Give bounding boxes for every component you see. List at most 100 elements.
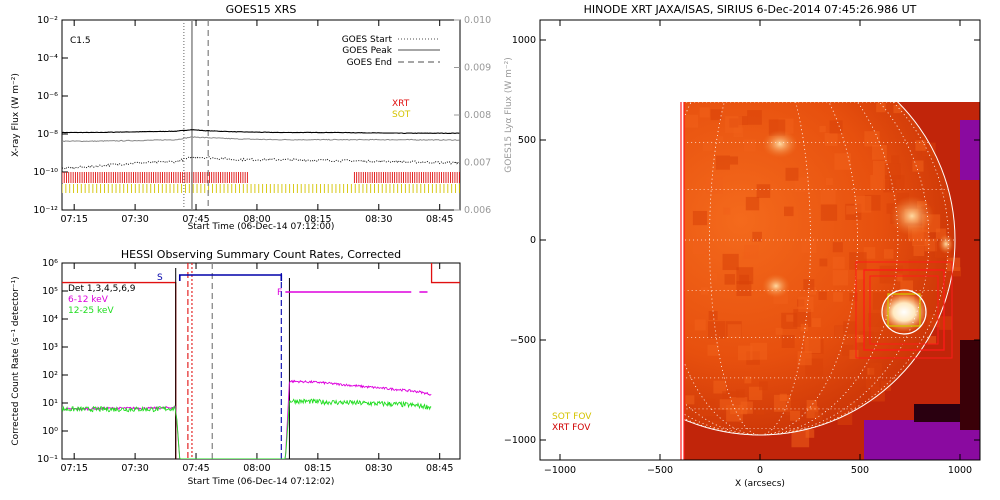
xrt-texture-block — [935, 228, 947, 239]
goes-ytick-label: 10⁻⁴ — [37, 53, 58, 64]
goes-ytick-label: 10⁻⁸ — [37, 129, 58, 140]
xrt-texture-block — [924, 255, 931, 263]
xrt-longitude-line — [684, 102, 930, 436]
hessi-flag-s: S — [157, 273, 163, 283]
hessi-panel: HESSI Observing Summary Count Rates, Cor… — [11, 248, 461, 487]
goes-curves — [62, 129, 460, 170]
xrt-texture-block — [692, 210, 708, 226]
hessi-ytick-label: 10⁰ — [42, 426, 58, 437]
xrt-texture-block — [872, 144, 887, 160]
goes-ytick-right-label: 0.008 — [464, 110, 491, 121]
xrt-texture-block — [737, 345, 753, 361]
xrt-dark-patch — [914, 404, 980, 422]
legend-goes-peak: GOES Peak — [342, 46, 392, 56]
xrt-texture-block — [743, 139, 756, 152]
xrt-texture-block — [824, 132, 838, 146]
xrt-texture-block — [730, 397, 748, 415]
xrt-texture-block — [927, 336, 937, 345]
xrt-texture-block — [699, 107, 710, 118]
xrt-texture-block — [708, 311, 718, 321]
xrt-texture-block — [814, 412, 823, 420]
xrt-texture-block — [791, 429, 810, 448]
xrt-texture-block — [685, 114, 699, 128]
xrt-texture-block — [707, 321, 726, 339]
xrt-texture-block — [707, 344, 719, 356]
hessi-title: HESSI Observing Summary Count Rates, Cor… — [121, 248, 401, 261]
hessi-curves — [62, 263, 460, 459]
goes-panel: GOES15 XRS 07:15 07:30 07:45 08:00 08:15 08:3… — [11, 3, 514, 232]
goes-ytick-label: 10⁻¹² — [33, 205, 58, 216]
xrt-texture-block — [869, 362, 882, 376]
xrt-texture-block — [781, 335, 795, 348]
hessi-ytick-label: 10² — [42, 370, 58, 381]
xrt-bright-region-limb — [938, 234, 954, 254]
xrt-texture-block — [784, 206, 794, 217]
xrt-texture-block — [819, 125, 826, 133]
goes-sot-label: SOT — [392, 110, 411, 120]
hessi-xtick-label: 08:15 — [304, 463, 331, 474]
xrt-texture-block — [854, 195, 872, 213]
xrt-xtick-label: −500 — [647, 465, 673, 476]
goes-ytick-right-label: 0.009 — [464, 63, 491, 74]
xrt-texture-block — [739, 274, 750, 285]
hessi-xtick-label: 07:15 — [60, 463, 87, 474]
xrt-xtick-label: 500 — [851, 465, 869, 476]
xrt-texture-block — [913, 245, 925, 256]
xrt-ytick-label: −500 — [510, 335, 536, 346]
xrt-texture-block — [722, 253, 739, 271]
xrt-texture-block — [832, 242, 843, 253]
xrt-texture-block — [750, 342, 768, 360]
xrt-texture-block — [745, 196, 760, 211]
xrt-xrt-fov-label: XRT FOV — [552, 423, 591, 433]
xrt-texture-block — [785, 167, 799, 181]
xrt-texture-block — [798, 296, 814, 313]
hessi-xtick-label: 08:45 — [426, 463, 453, 474]
xrt-texture-block — [848, 401, 856, 410]
xrt-texture-block — [738, 116, 748, 125]
xrt-texture-block — [832, 256, 845, 269]
xrt-texture-block — [713, 380, 727, 394]
goes-title: GOES15 XRS — [226, 3, 297, 16]
goes-class-label: C1.5 — [70, 36, 91, 46]
xrt-xtick-label: 0 — [757, 465, 763, 476]
xrt-texture-block — [736, 281, 752, 297]
xrt-longitude-line — [709, 102, 811, 436]
goes-short-channel-curve — [62, 155, 460, 170]
xrt-disk-group — [684, 102, 962, 448]
xrt-texture-block — [797, 351, 812, 366]
xrt-texture-block — [775, 327, 783, 335]
xrt-texture-block — [744, 244, 759, 260]
hessi-xtick-label: 07:45 — [182, 463, 209, 474]
xrt-texture-block — [832, 270, 849, 286]
hessi-ytick-label: 10⁴ — [42, 314, 58, 325]
xrt-axes: −1000 −500 0 500 1000 1000 500 0 −500 −1000 — [504, 20, 980, 476]
xrt-texture-block — [855, 270, 865, 280]
xrt-texture-block — [727, 324, 742, 338]
xrt-texture-block — [880, 380, 892, 391]
xrt-texture-block — [891, 155, 900, 164]
xrt-edge-patch — [960, 120, 980, 180]
goes-xtick-label: 07:15 — [60, 214, 87, 225]
xrt-texture-block — [724, 274, 736, 285]
xrt-ytick-label: 500 — [518, 135, 536, 146]
xrt-texture-block — [747, 110, 762, 125]
xrt-texture-block — [938, 316, 953, 330]
hessi-ytick-label: 10⁵ — [42, 286, 58, 297]
xrt-xtick-label: −1000 — [544, 465, 576, 476]
goes-xtick-label: 07:45 — [182, 214, 209, 225]
xrt-texture-block — [725, 116, 742, 133]
xrt-texture-block — [702, 140, 713, 151]
xrt-texture-block — [866, 375, 880, 389]
xrt-texture-block — [819, 258, 828, 267]
xrt-texture-block — [790, 410, 801, 421]
xrt-texture-block — [808, 287, 817, 295]
hessi-state-line-right — [430, 263, 460, 284]
xrt-texture-block — [870, 175, 886, 190]
goes-ytick-label: 10⁻² — [37, 15, 58, 26]
xrt-texture-block — [829, 120, 843, 134]
hessi-band1-curve — [62, 379, 432, 459]
hessi-ylabel: Corrected Count Rate (s⁻¹ detector⁻¹) — [11, 276, 21, 445]
xrt-ytick-label: 0 — [530, 235, 536, 246]
legend-goes-end: GOES End — [347, 58, 392, 68]
xrt-texture-block — [846, 205, 855, 215]
